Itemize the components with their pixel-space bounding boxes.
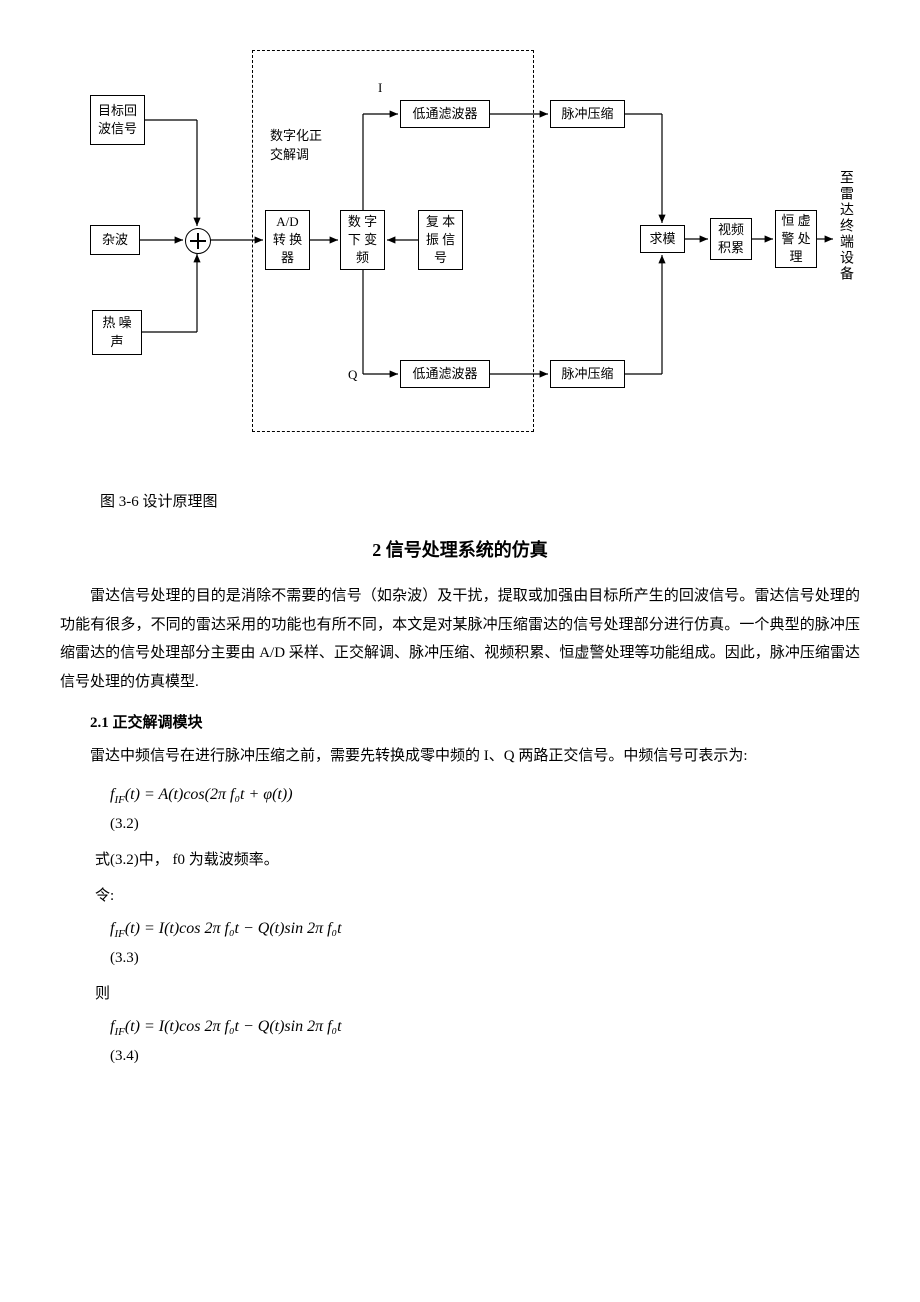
node-cfar: 恒 虚 警 处 理 <box>775 210 817 268</box>
then-label: 则 <box>95 982 860 1003</box>
node-ad-converter: A/D 转 换 器 <box>265 210 310 270</box>
i-label: I <box>378 80 382 96</box>
node-lpf-top: 低通滤波器 <box>400 100 490 128</box>
node-thermal-noise: 热 噪 声 <box>92 310 142 355</box>
eq-num-3-2: (3.2) <box>110 816 860 833</box>
eq-num-3-3: (3.3) <box>110 950 860 967</box>
block-diagram: 目标回 波信号 杂波 热 噪 声 A/D 转 换 器 数 字 下 变 频 复 本… <box>80 40 840 460</box>
eq-num-3-4: (3.4) <box>110 1048 860 1065</box>
equation-3-2: fIF(t) = A(t)cos(2π f₀t + φ(t)) <box>110 786 860 806</box>
demod-label: 数字化正 交解调 <box>270 125 340 163</box>
node-modulus: 求模 <box>640 225 685 253</box>
note-3-2: 式(3.2)中， f0 为载波频率。 <box>95 848 860 869</box>
section-2-title: 2 信号处理系统的仿真 <box>60 536 860 562</box>
equation-3-4: fIF(t) = I(t)cos 2π f₀t − Q(t)sin 2π f₀t <box>110 1018 860 1038</box>
node-digital-down: 数 字 下 变 频 <box>340 210 385 270</box>
node-clutter: 杂波 <box>90 225 140 255</box>
node-lpf-bottom: 低通滤波器 <box>400 360 490 388</box>
node-target-echo: 目标回 波信号 <box>90 95 145 145</box>
figure-caption: 图 3-6 设计原理图 <box>100 490 860 511</box>
summing-junction <box>185 228 211 254</box>
let-label: 令: <box>95 884 860 905</box>
section-21-title: 2.1 正交解调模块 <box>90 711 860 732</box>
output-label: 至雷达终端设备 <box>835 170 855 282</box>
node-video-accum: 视频 积累 <box>710 218 752 260</box>
node-pulse-top: 脉冲压缩 <box>550 100 625 128</box>
node-pulse-bottom: 脉冲压缩 <box>550 360 625 388</box>
section-2-para: 雷达信号处理的目的是消除不需要的信号（如杂波）及干扰，提取或加强由目标所产生的回… <box>60 582 860 696</box>
section-21-para: 雷达中频信号在进行脉冲压缩之前，需要先转换成零中频的 I、Q 两路正交信号。中频… <box>60 742 860 771</box>
q-label: Q <box>348 367 357 383</box>
node-replica: 复 本 振 信 号 <box>418 210 463 270</box>
equation-3-3: fIF(t) = I(t)cos 2π f₀t − Q(t)sin 2π f₀t <box>110 920 860 940</box>
